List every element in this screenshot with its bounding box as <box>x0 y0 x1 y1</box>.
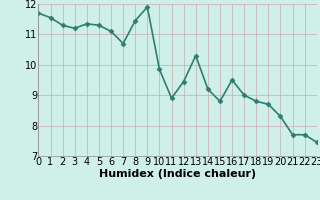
X-axis label: Humidex (Indice chaleur): Humidex (Indice chaleur) <box>99 169 256 179</box>
